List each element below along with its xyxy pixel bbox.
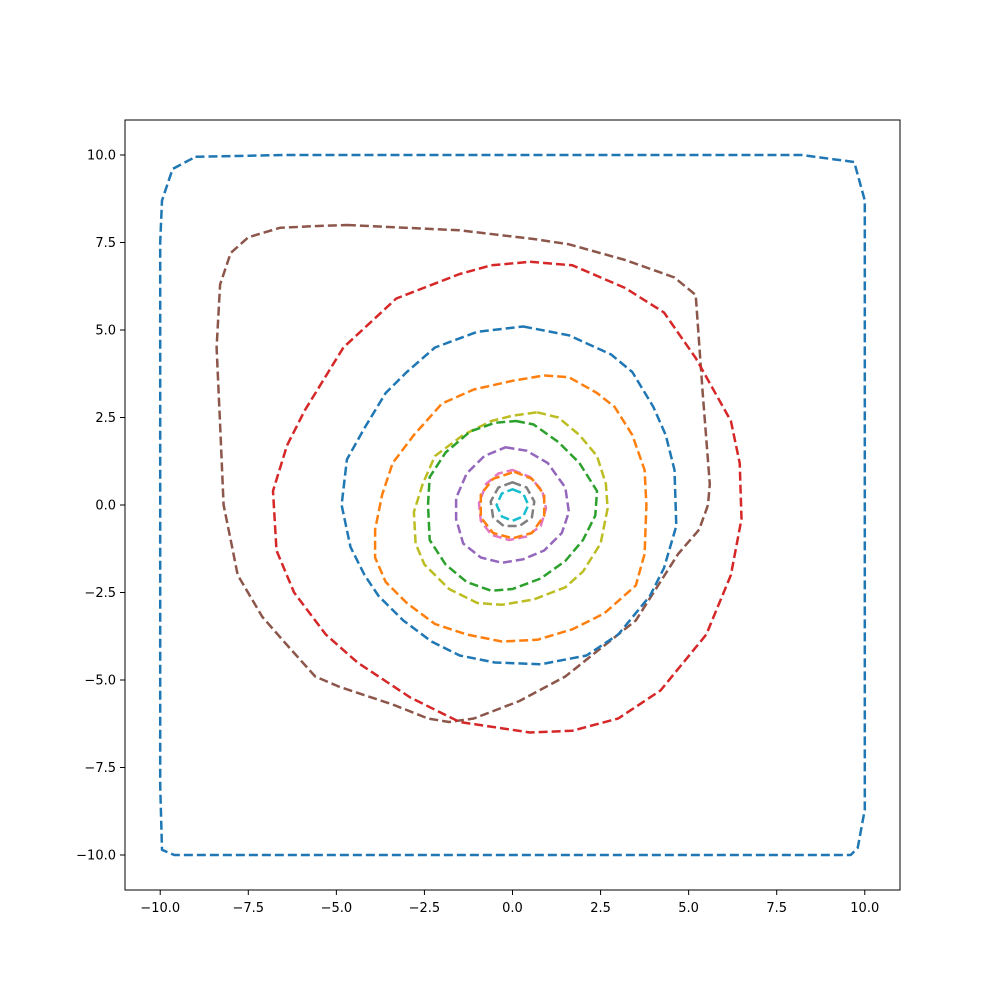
x-tick-label: 10.0	[850, 901, 879, 916]
contour-line-10	[479, 470, 546, 540]
contour-line-5	[373, 374, 648, 643]
y-tick-label: 7.5	[95, 236, 116, 251]
x-tick-label: 5.0	[678, 901, 699, 916]
y-tick-label: 2.5	[95, 411, 116, 426]
y-axis: −10.0 −7.5 −5.0 −2.5 0.0 2.5 5.0 7.5 10.0	[76, 149, 125, 864]
contour-line-3	[271, 260, 743, 734]
x-axis: −10.0 −7.5 −5.0 −2.5 0.0 2.5 5.0 7.5 10.0	[140, 890, 879, 916]
series-layer	[158, 153, 867, 857]
contour-line-12	[495, 488, 530, 523]
y-tick-label: 10.0	[87, 149, 116, 164]
x-tick-label: −5.0	[321, 901, 353, 916]
y-tick-label: 0.0	[95, 499, 116, 514]
contour-line-1	[158, 153, 867, 857]
y-tick-label: −5.0	[84, 674, 116, 689]
y-tick-label: −7.5	[84, 761, 116, 776]
y-tick-label: −10.0	[76, 849, 116, 864]
y-tick-label: 5.0	[95, 324, 116, 339]
x-tick-label: 0.0	[502, 901, 523, 916]
x-tick-label: −2.5	[409, 901, 441, 916]
contour-line-4	[340, 325, 678, 666]
contour-line-7	[426, 419, 599, 593]
contour-line-6	[412, 411, 609, 607]
x-tick-label: −10.0	[140, 901, 180, 916]
x-tick-label: −7.5	[233, 901, 265, 916]
x-tick-label: 7.5	[766, 901, 787, 916]
contour-line-11	[489, 481, 536, 528]
x-tick-label: 2.5	[590, 901, 611, 916]
y-tick-label: −2.5	[84, 586, 116, 601]
contour-line-9	[477, 468, 548, 542]
contour-line-8	[454, 446, 571, 565]
